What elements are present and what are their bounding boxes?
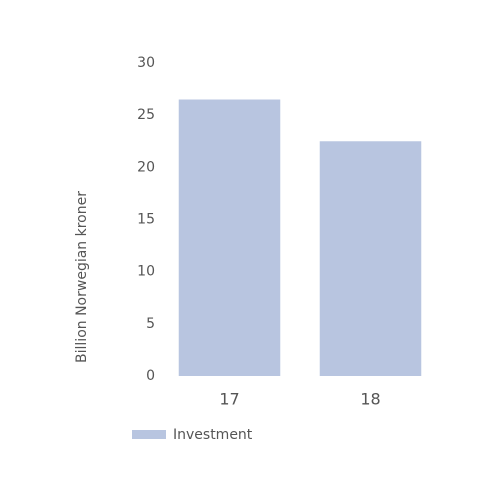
y-tick-label: 25 bbox=[137, 107, 155, 123]
x-tick-label: 17 bbox=[219, 390, 239, 409]
y-tick-label: 10 bbox=[137, 264, 155, 280]
bar bbox=[319, 141, 422, 376]
y-tick-label: 5 bbox=[146, 316, 155, 332]
y-tick-label: 0 bbox=[146, 368, 155, 384]
y-tick-label: 15 bbox=[137, 212, 155, 228]
legend-swatch bbox=[132, 430, 166, 439]
legend-label: Investment bbox=[173, 427, 253, 443]
y-tick-label: 20 bbox=[137, 159, 155, 175]
y-axis-label: Billion Norwegian kroner bbox=[74, 191, 90, 363]
y-tick-label: 30 bbox=[137, 55, 155, 71]
x-tick-label: 18 bbox=[360, 390, 380, 409]
bar bbox=[178, 99, 281, 377]
